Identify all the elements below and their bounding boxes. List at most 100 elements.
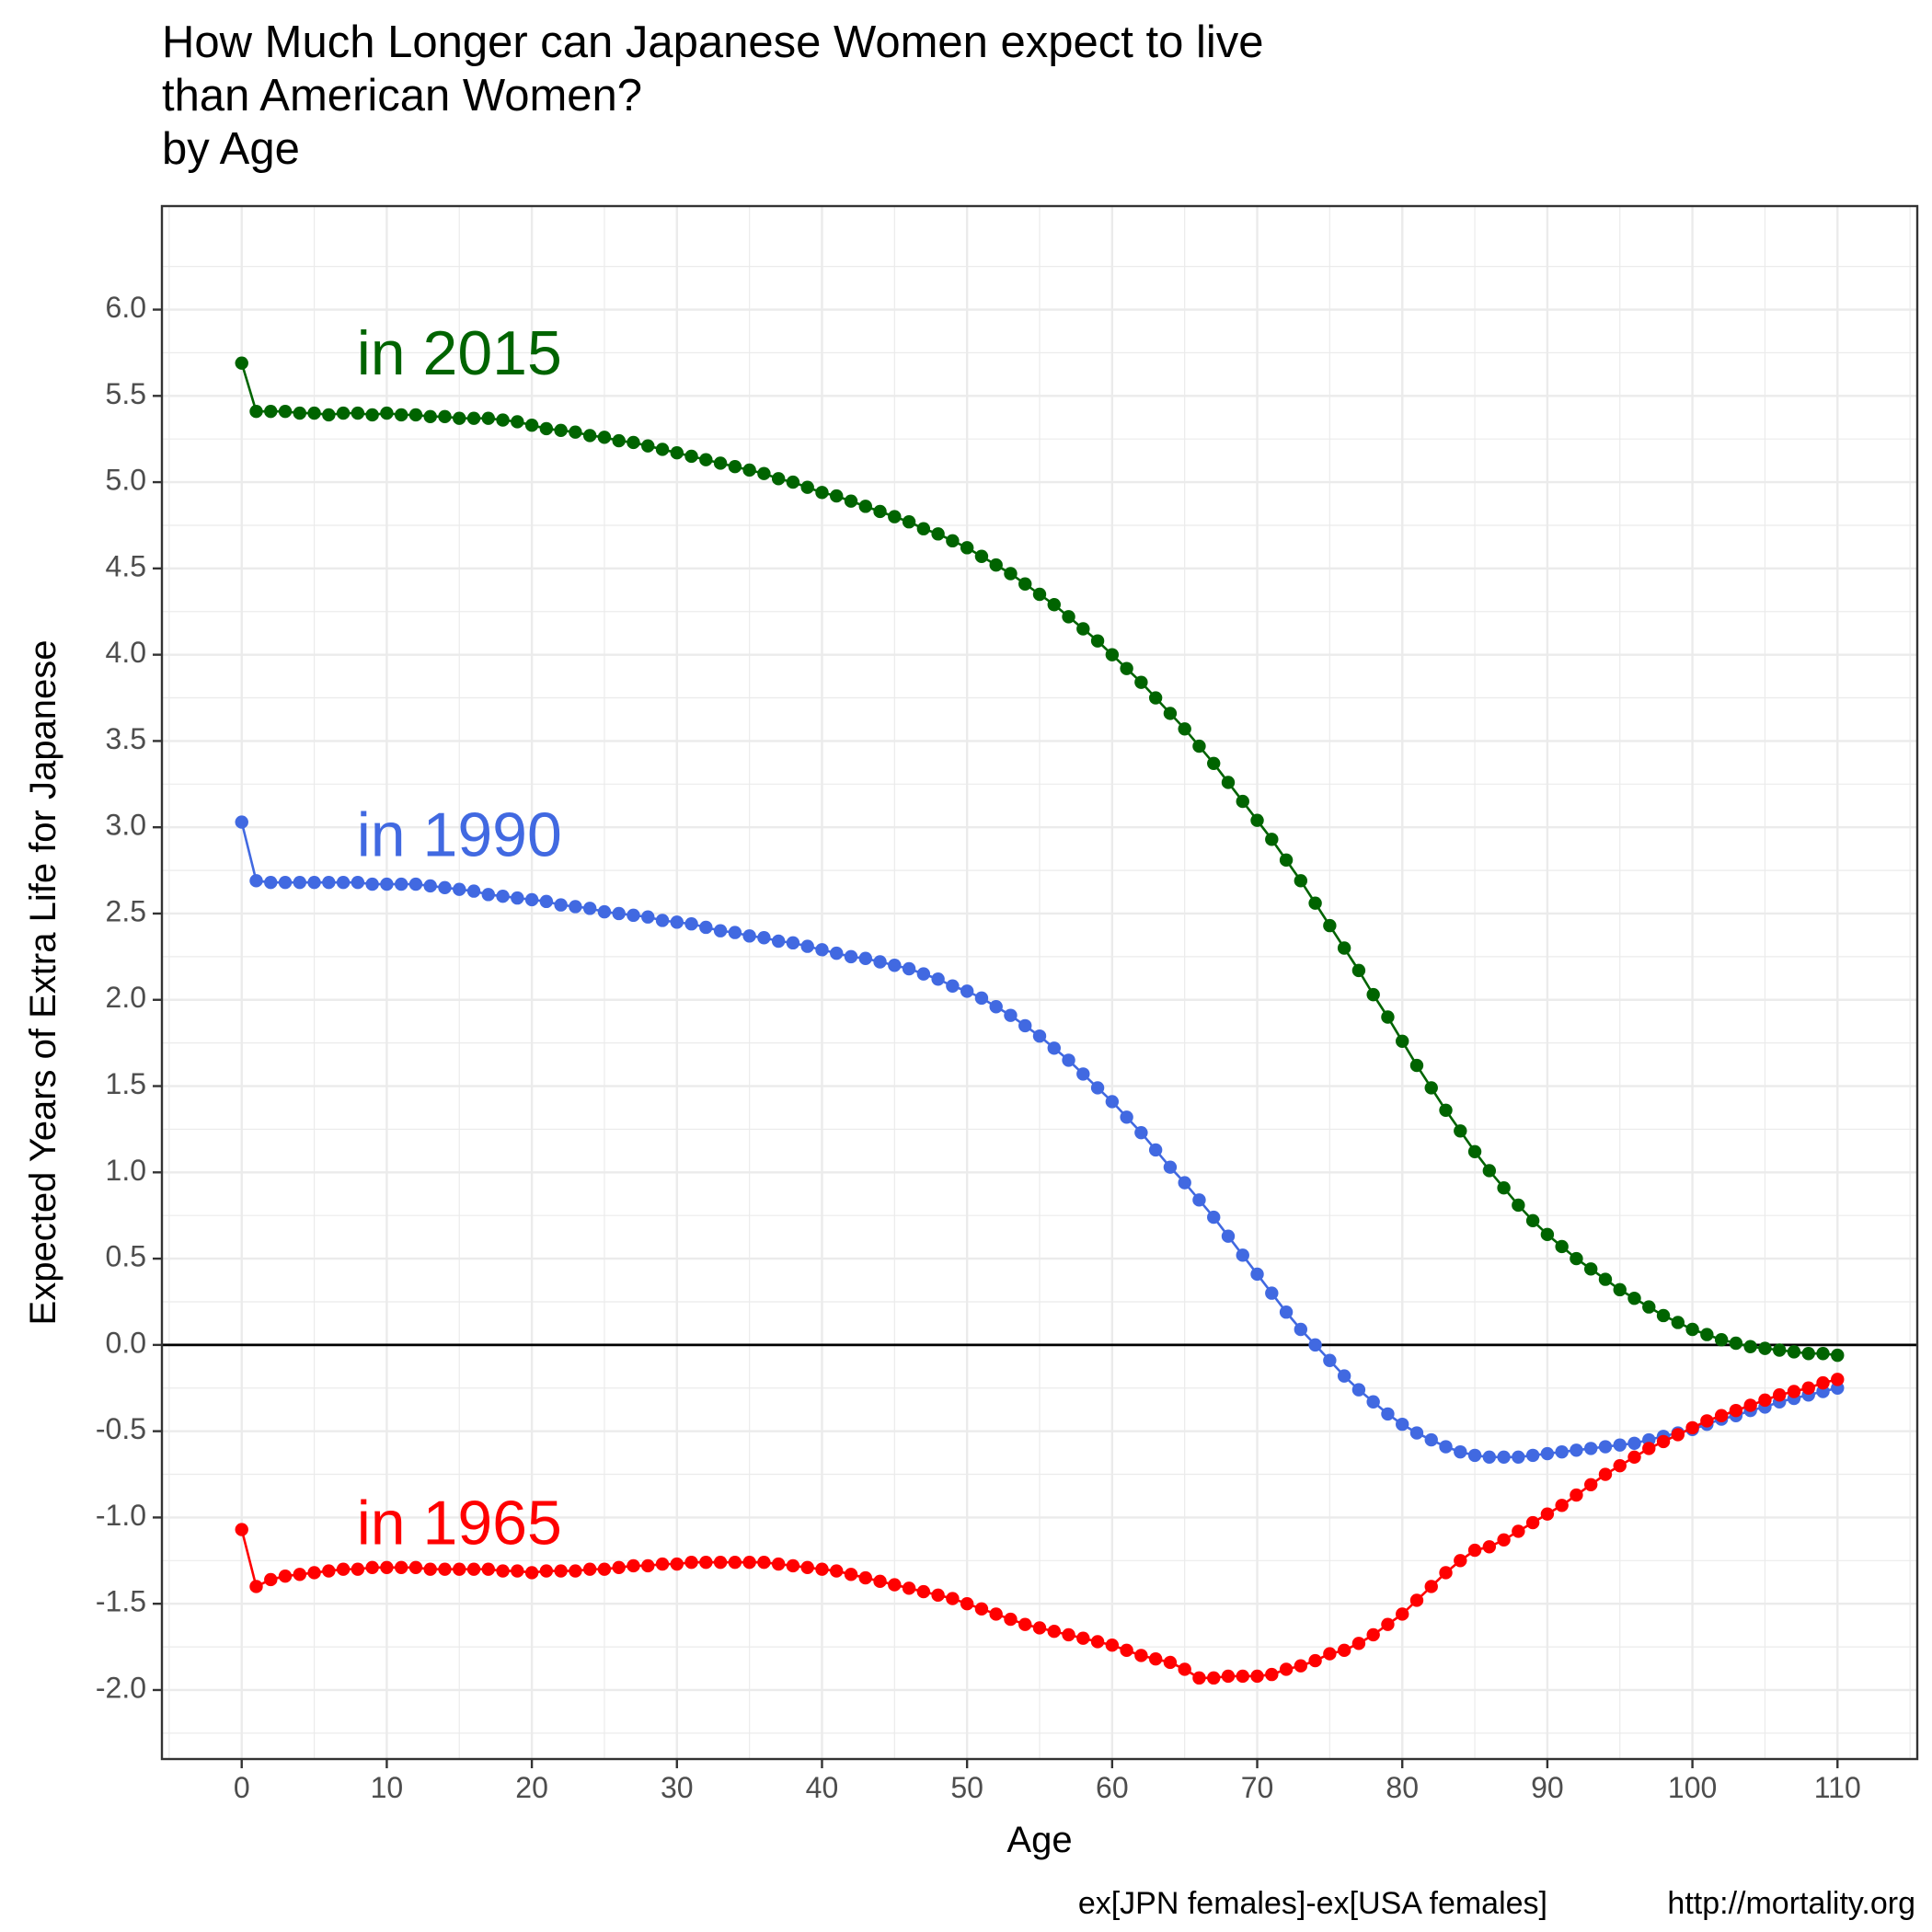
data-point — [1178, 1662, 1191, 1676]
y-tick-label: 5.0 — [106, 464, 146, 497]
data-point — [1090, 634, 1105, 648]
y-tick-label: 2.0 — [106, 981, 146, 1014]
series-label-in-1965: in 1965 — [357, 1489, 562, 1558]
data-point — [844, 949, 858, 964]
data-point — [1192, 1193, 1206, 1207]
y-tick-label: 1.0 — [106, 1154, 146, 1187]
data-point — [453, 882, 466, 896]
data-point — [960, 1597, 974, 1611]
data-point — [1656, 1308, 1671, 1323]
y-tick-label: 0.0 — [106, 1326, 146, 1359]
data-point — [235, 815, 248, 829]
data-point — [1613, 1458, 1627, 1473]
data-point — [1525, 1515, 1540, 1530]
data-point — [757, 466, 771, 480]
data-point — [1294, 1659, 1308, 1673]
data-point — [322, 1564, 336, 1578]
data-point — [844, 1568, 858, 1581]
data-point — [249, 404, 263, 419]
data-point — [394, 1560, 408, 1575]
data-point — [582, 902, 597, 915]
data-point — [293, 1568, 306, 1581]
data-point — [1192, 1671, 1206, 1685]
data-point — [830, 1564, 844, 1578]
data-point — [1743, 1340, 1757, 1353]
data-point — [655, 1557, 670, 1571]
data-point — [453, 1562, 466, 1576]
data-point — [742, 463, 756, 477]
data-point — [771, 472, 786, 486]
data-point — [684, 449, 698, 464]
data-point — [1439, 1440, 1453, 1454]
data-point — [1482, 1164, 1497, 1178]
data-point — [1831, 1348, 1845, 1363]
data-point — [1163, 707, 1178, 720]
data-point — [249, 874, 263, 888]
data-point — [380, 1560, 394, 1575]
data-point — [1540, 1227, 1555, 1242]
data-point — [742, 929, 756, 943]
data-point — [1148, 1143, 1163, 1157]
data-point — [946, 979, 960, 993]
series-label-in-1990: in 1990 — [357, 799, 562, 869]
y-tick-label: 0.5 — [106, 1240, 146, 1273]
data-point — [1047, 598, 1061, 612]
data-point — [1816, 1347, 1830, 1361]
data-point — [481, 888, 495, 902]
y-tick-label: 3.5 — [106, 722, 146, 755]
data-point — [1207, 1671, 1221, 1685]
x-tick-label: 30 — [661, 1771, 694, 1804]
data-point — [264, 404, 278, 419]
data-point — [1642, 1300, 1656, 1314]
data-point — [1062, 610, 1075, 624]
data-point — [1047, 1041, 1061, 1055]
data-point — [974, 991, 989, 1006]
data-point — [713, 456, 728, 470]
data-point — [1816, 1375, 1830, 1390]
data-point — [888, 510, 902, 523]
data-point — [757, 931, 771, 945]
data-point — [858, 1570, 872, 1585]
data-point — [235, 1523, 248, 1536]
data-point — [858, 951, 872, 965]
data-point — [815, 1562, 829, 1576]
data-point — [902, 1581, 916, 1595]
data-point — [1801, 1381, 1815, 1395]
data-point — [1454, 1444, 1467, 1459]
data-point — [931, 972, 945, 986]
data-point — [1207, 1210, 1221, 1225]
data-point — [1134, 675, 1148, 689]
data-point — [1613, 1282, 1627, 1297]
data-point — [597, 1562, 612, 1576]
data-point — [307, 406, 321, 420]
data-point — [1018, 577, 1032, 591]
data-point — [1729, 1403, 1743, 1418]
data-point — [1497, 1450, 1511, 1464]
data-point — [1032, 1621, 1047, 1635]
data-point — [699, 1555, 713, 1570]
data-point — [1076, 1631, 1090, 1645]
data-point — [699, 920, 713, 935]
data-point — [423, 1562, 437, 1576]
data-point — [1714, 1409, 1729, 1422]
data-point — [641, 439, 655, 453]
data-point — [641, 910, 655, 924]
data-point — [1032, 587, 1047, 602]
data-point — [902, 515, 916, 529]
data-point — [423, 879, 437, 893]
data-point — [1409, 1426, 1424, 1440]
data-point — [960, 541, 974, 555]
data-point — [524, 419, 539, 432]
y-axis-title: Expected Years of Extra Life for Japanes… — [23, 640, 63, 1326]
data-point — [830, 489, 844, 503]
data-point — [1454, 1554, 1467, 1568]
data-point — [264, 1572, 278, 1587]
data-point — [380, 877, 394, 891]
data-point — [1337, 941, 1351, 955]
data-point — [539, 894, 554, 909]
data-point — [786, 1558, 800, 1573]
data-point — [293, 876, 306, 890]
series-in-2015 — [235, 356, 1845, 1363]
data-point — [569, 900, 582, 914]
data-point — [1613, 1438, 1627, 1452]
